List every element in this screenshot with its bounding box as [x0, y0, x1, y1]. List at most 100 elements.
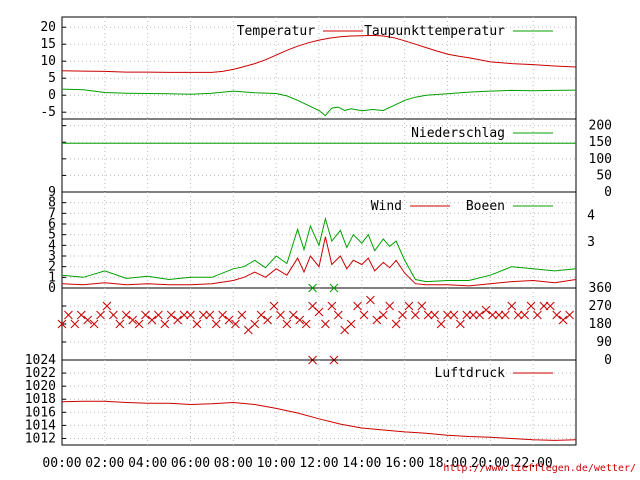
ytick-label: 1016 — [25, 405, 56, 420]
wind-direction-point — [314, 307, 324, 317]
xtick-label: 12:00 — [299, 456, 338, 471]
wind-direction-point — [121, 310, 131, 320]
ytick-label-right: 3 — [587, 235, 595, 250]
wind-direction-point — [513, 310, 523, 320]
wind-direction-point — [327, 301, 337, 311]
xtick-label: 06:00 — [171, 456, 210, 471]
wind-direction-point — [558, 315, 568, 325]
wind-direction-point — [321, 319, 330, 329]
wind-direction-point — [391, 319, 401, 329]
xtick-label: 14:00 — [342, 456, 381, 471]
wind-direction-point — [436, 319, 446, 329]
wind-direction-point — [205, 310, 215, 320]
legend-label-Niederschlag: Niederschlag — [411, 126, 505, 141]
wind-direction-point — [231, 319, 240, 329]
wind-direction-point — [423, 310, 433, 320]
wind-direction-point — [57, 319, 67, 329]
wind-direction-point — [443, 310, 452, 320]
wind-direction-point — [192, 319, 202, 329]
wind-direction-point — [173, 315, 183, 325]
wind-direction-point — [455, 319, 465, 329]
ytick-label-right: 90 — [596, 335, 612, 350]
wind-direction-point — [115, 319, 125, 329]
ytick-label: 5 — [48, 71, 56, 86]
legend-label-Temperatur: Temperatur — [237, 24, 315, 39]
ytick-label-right: 0 — [604, 185, 612, 200]
ytick-label: 15 — [40, 37, 56, 52]
wind-direction-point — [500, 310, 510, 320]
wind-direction-point — [449, 310, 459, 320]
wind-direction-point — [552, 310, 562, 320]
series-line-Taupunkttemperatur — [61, 88, 577, 117]
ytick-label-right: 150 — [589, 135, 612, 150]
ytick-label: 6 — [48, 217, 56, 232]
ytick-label: 1012 — [25, 431, 56, 446]
wind-direction-point — [102, 301, 112, 311]
wind-direction-point — [378, 310, 388, 320]
xtick-label: 22:00 — [514, 456, 553, 471]
wind-direction-point — [346, 319, 356, 329]
ytick-label: 8 — [48, 196, 56, 211]
wind-direction-point — [359, 310, 369, 320]
wind-direction-point — [353, 301, 362, 311]
wind-direction-point — [411, 310, 420, 320]
xtick-label: 20:00 — [471, 456, 510, 471]
xtick-label: 04:00 — [128, 456, 167, 471]
wind-direction-point — [282, 319, 292, 329]
wind-direction-point — [481, 305, 491, 315]
wind-direction-point — [329, 283, 339, 293]
ytick-label-right: 100 — [589, 152, 612, 167]
ytick-label: 7 — [48, 206, 56, 221]
ytick-label: 9 — [48, 185, 56, 200]
wind-direction-point — [160, 319, 170, 329]
wind-direction-point — [366, 295, 375, 305]
wind-direction-point — [404, 301, 414, 311]
wind-direction-point — [218, 310, 227, 320]
wind-direction-point — [520, 310, 529, 320]
wind-direction-point — [333, 310, 343, 320]
wind-direction-point — [269, 301, 279, 311]
legend-label-Boeen: Boeen — [466, 199, 505, 214]
ytick-label: 0 — [48, 88, 56, 103]
wind-direction-point — [198, 310, 208, 320]
wind-direction-point — [250, 319, 260, 329]
footer-url[interactable]: http://www.tiefflegen.de/wetter/ — [443, 463, 636, 474]
wind-direction-point — [83, 315, 93, 325]
ytick-label-right: 200 — [589, 119, 612, 134]
wind-direction-point — [565, 310, 574, 320]
xtick-label: 18:00 — [428, 456, 467, 471]
wind-direction-point — [141, 310, 150, 320]
wind-direction-point — [475, 310, 484, 320]
wind-direction-point — [64, 310, 73, 320]
wind-direction-point — [462, 310, 472, 320]
ytick-label-right: 360 — [589, 281, 612, 296]
wind-direction-point — [263, 315, 272, 325]
ytick-label: -5 — [40, 105, 56, 120]
ytick-label: 3 — [48, 249, 56, 264]
wind-direction-point — [128, 315, 138, 325]
ytick-label-right: 180 — [589, 317, 612, 332]
wind-direction-point — [70, 319, 80, 329]
wind-direction-point — [89, 319, 99, 329]
wind-direction-point — [109, 310, 118, 320]
wind-direction-point — [147, 315, 157, 325]
wind-direction-point — [533, 310, 542, 320]
wind-direction-point — [154, 310, 163, 320]
ytick-label: 2 — [48, 260, 56, 275]
wind-direction-point — [295, 315, 305, 325]
wind-direction-point — [301, 319, 311, 329]
wind-direction-point — [211, 319, 221, 329]
ytick-label: 4 — [48, 238, 56, 253]
wind-direction-point — [256, 310, 266, 320]
wind-direction-point — [372, 315, 382, 325]
wind-direction-point — [468, 310, 478, 320]
wind-direction-point — [76, 310, 86, 320]
ytick-label-right: 50 — [596, 168, 612, 183]
ytick-label-right: 4 — [587, 208, 595, 223]
wind-direction-point — [417, 301, 427, 311]
ytick-label: 1022 — [25, 366, 56, 381]
xtick-label: 10:00 — [257, 456, 296, 471]
ytick-label: 1014 — [25, 418, 56, 433]
